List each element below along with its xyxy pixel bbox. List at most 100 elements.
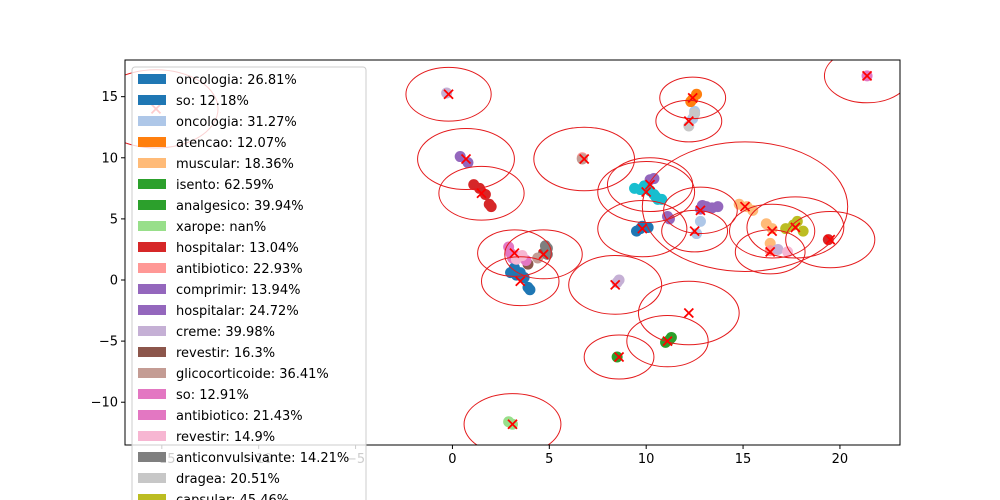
x-tick-label: 20 xyxy=(832,452,849,467)
center-marker xyxy=(641,186,652,198)
x-tick-label: 5 xyxy=(545,452,553,467)
data-point xyxy=(685,96,697,108)
legend-swatch xyxy=(138,221,166,231)
center-radius-circle xyxy=(734,229,806,275)
center-marker xyxy=(460,153,472,165)
data-point xyxy=(694,215,706,227)
center-radius-circle xyxy=(641,141,849,272)
legend-label: oncologia: 26.81% xyxy=(176,73,297,88)
data-point xyxy=(541,248,553,260)
center-radius-circle xyxy=(438,165,525,221)
center-radius-circle xyxy=(746,196,845,259)
center-radius-circle xyxy=(463,393,562,445)
center-radius-circle xyxy=(785,211,876,269)
data-point xyxy=(689,108,701,120)
legend-label: revestir: 16.3% xyxy=(176,346,275,361)
legend-swatch xyxy=(138,242,166,252)
center-radius-circle xyxy=(729,203,816,259)
y-tick-label: 5 xyxy=(110,212,118,227)
y-tick-label: −5 xyxy=(99,335,118,350)
legend-swatch xyxy=(138,200,166,210)
legend-label: hospitalar: 13.04% xyxy=(176,241,299,256)
legend-swatch xyxy=(138,347,166,357)
legend-label: anticonvulsivante: 14.21% xyxy=(176,451,349,466)
y-tick-label: 15 xyxy=(101,90,118,105)
plot-frame xyxy=(124,59,901,446)
center-marker xyxy=(507,419,518,430)
legend-label: creme: 39.98% xyxy=(176,325,275,340)
legend-box xyxy=(131,66,367,500)
legend-label: antibiotico: 22.93% xyxy=(176,262,303,277)
y-tick-label: 0 xyxy=(110,274,118,289)
center-radius-circle xyxy=(583,334,655,380)
center-marker xyxy=(538,249,549,260)
legend-swatch xyxy=(138,116,166,126)
legend-swatch xyxy=(138,74,166,84)
center-marker xyxy=(766,225,778,237)
center-radius-circle xyxy=(417,127,515,191)
legend-label: glicocorticoide: 36.41% xyxy=(176,367,329,382)
center-radius-circle xyxy=(606,157,694,213)
legend-swatch xyxy=(138,431,166,441)
legend-label: capsular: 45.46% xyxy=(176,493,289,500)
legend-label: muscular: 18.36% xyxy=(176,157,294,172)
legend-label: so: 12.18% xyxy=(176,94,249,109)
legend-swatch xyxy=(138,389,166,399)
center-radius-circle xyxy=(568,255,663,315)
data-point xyxy=(712,201,724,213)
center-marker xyxy=(683,307,694,319)
center-marker xyxy=(683,115,694,127)
legend-label: isento: 62.59% xyxy=(176,178,274,193)
legend-swatch xyxy=(138,179,166,189)
legend-swatch xyxy=(138,473,166,483)
center-radius-circle xyxy=(823,60,900,104)
center-marker xyxy=(515,276,526,287)
legend-swatch xyxy=(138,158,166,168)
legend-label: comprimir: 13.94% xyxy=(176,283,300,298)
center-marker xyxy=(613,351,625,363)
center-radius-circle xyxy=(597,160,696,224)
data-point xyxy=(634,223,646,235)
center-marker xyxy=(765,246,776,258)
legend-label: atencao: 12.07% xyxy=(176,136,286,151)
center-marker xyxy=(509,247,520,259)
data-point xyxy=(485,201,497,213)
center-radius-circle xyxy=(597,200,688,258)
center-marker xyxy=(861,70,873,82)
data-point xyxy=(822,234,834,246)
legend-swatch xyxy=(138,263,166,273)
center-marker xyxy=(443,89,454,100)
data-point xyxy=(648,173,660,185)
center-radius-circle xyxy=(655,99,723,143)
center-marker xyxy=(825,234,836,245)
data-point xyxy=(696,199,708,211)
legend-swatch xyxy=(138,305,166,315)
legend-swatch xyxy=(138,284,166,294)
center-radius-circle xyxy=(626,314,709,368)
data-point xyxy=(576,153,588,165)
legend-label: dragea: 20.51% xyxy=(176,472,280,487)
center-radius-circle xyxy=(533,126,636,192)
center-radius-circle xyxy=(637,280,740,346)
center-marker xyxy=(476,188,487,199)
x-tick-label: 15 xyxy=(735,452,752,467)
data-point xyxy=(782,246,794,258)
legend-label: revestir: 14.9% xyxy=(176,430,275,445)
center-radius-circle xyxy=(663,186,738,235)
legend-swatch xyxy=(138,410,166,420)
data-point xyxy=(741,201,753,213)
center-marker xyxy=(610,279,621,291)
data-point xyxy=(611,351,623,363)
legend-swatch xyxy=(138,326,166,336)
legend-swatch xyxy=(138,452,166,462)
center-marker xyxy=(579,153,590,165)
x-tick-label: 10 xyxy=(638,452,655,467)
legend-swatch xyxy=(138,95,166,105)
legend-swatch xyxy=(138,137,166,147)
y-tick-label: −10 xyxy=(91,396,118,411)
center-radius-circle xyxy=(661,209,729,253)
legend-label: oncologia: 31.27% xyxy=(176,115,297,130)
center-marker xyxy=(662,335,673,347)
center-radius-circle xyxy=(504,229,583,280)
